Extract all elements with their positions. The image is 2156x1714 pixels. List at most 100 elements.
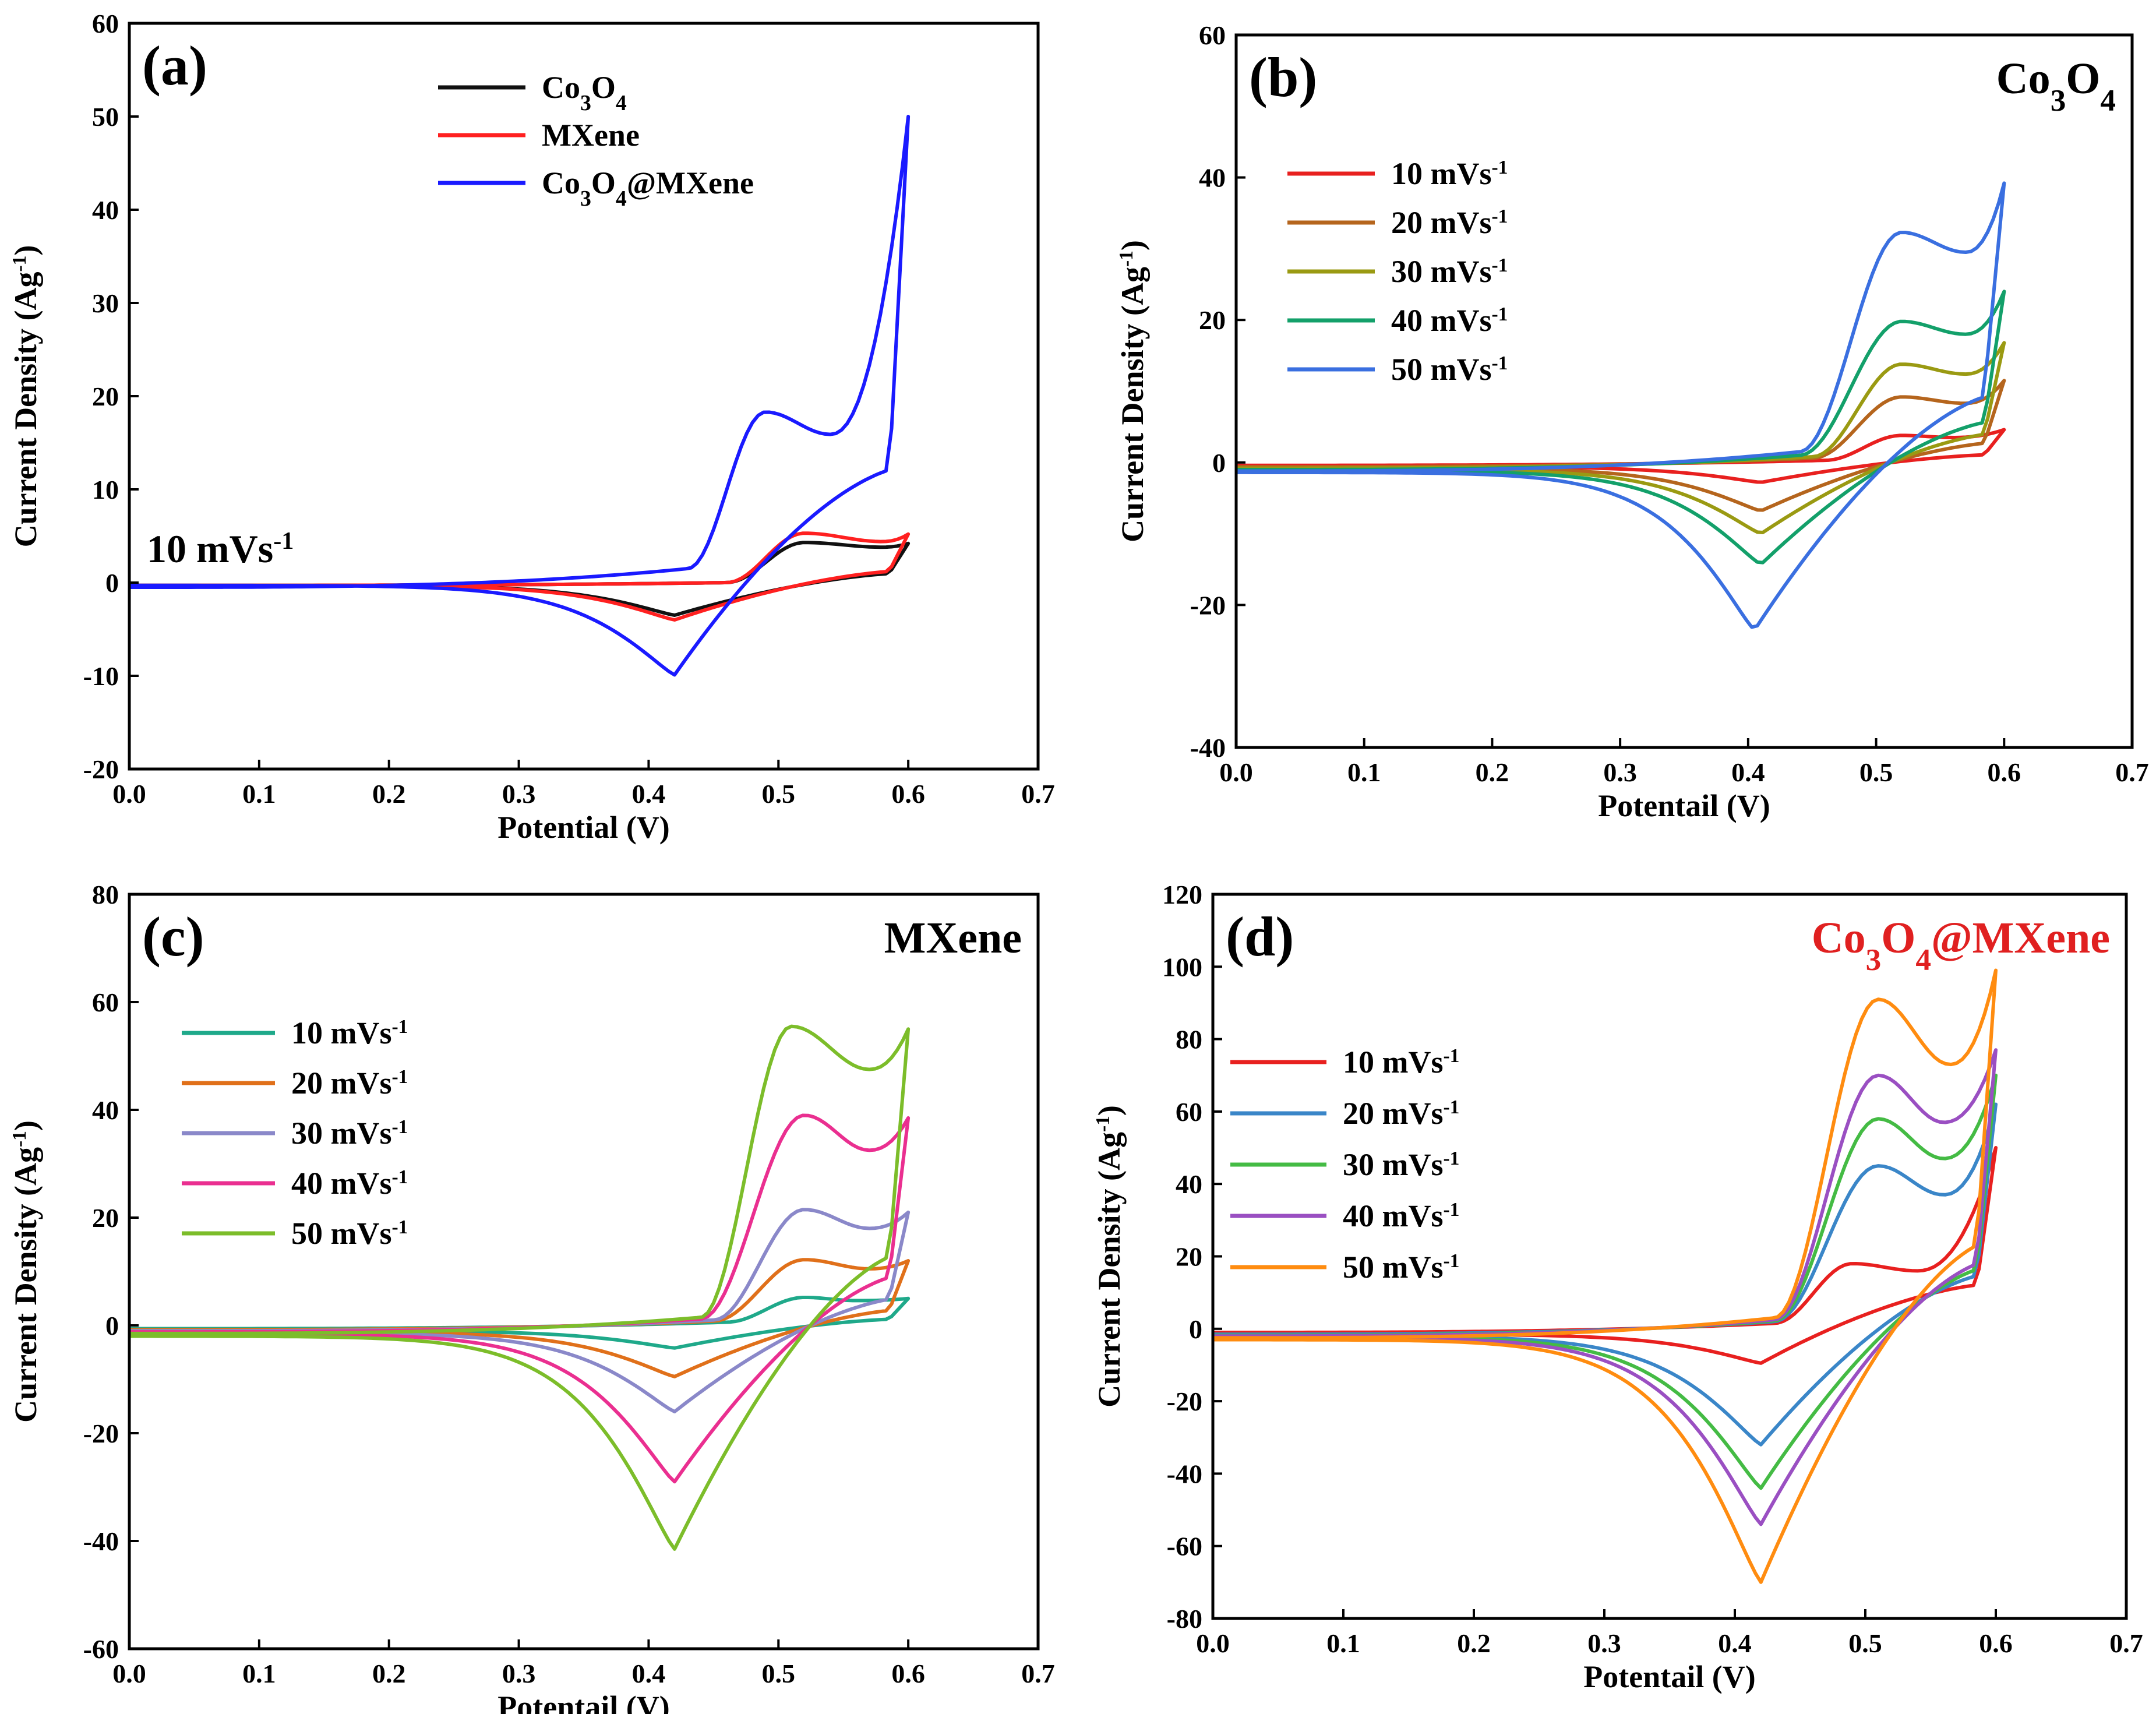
x-tick-label: 0.5 [762,779,796,809]
y-tick-label: -40 [1167,1459,1202,1489]
y-tick-label: 0 [1189,1314,1202,1344]
y-tick-label: 10 [92,475,119,505]
y-axis-title: Current Density (Ag-1) [1092,1105,1127,1408]
label-part: O [1881,914,1915,962]
panel-c: 0.0 0.1 0.2 0.3 0.4 0.5 0.6 0.7 -60 -40 -20 0 20 40 60… [8,880,1055,1714]
x-tick-label: 0.5 [1859,757,1893,787]
panel-letter: (a) [142,34,207,97]
x-tick-label: 0.0 [1219,757,1253,787]
panel-letter: (b) [1249,46,1317,108]
label-part: MXene [884,914,1022,962]
rich-label: 20 mVs-1 [291,1066,408,1101]
x-tick-label: 0.1 [1326,1628,1360,1658]
x-tick-label: 0.4 [632,779,666,809]
rich-label: MXene [542,118,640,153]
label-part: 20 mVs [1343,1096,1444,1131]
y-tick-label: 0 [105,568,119,598]
scan-rate-label: 10 mVs-1 [147,527,294,571]
rich-label: 40 mVs-1 [291,1166,408,1201]
y-tick-label: 60 [92,988,119,1017]
label-part: 40 mVs [1343,1198,1444,1233]
y-axis-title-end: ) [8,245,43,256]
series-line-3 [1213,1073,1998,1490]
plot-area [1213,968,1998,1584]
y-axis-title-main: Current Density (Ag [8,1147,43,1423]
y-tick-label: -20 [1190,590,1226,620]
x-axis-title: Potentail (V) [497,1690,669,1714]
subscript: 4 [1915,943,1931,977]
label-part: 40 mVs [1391,303,1492,338]
x-axis-title: Potentail (V) [1583,1659,1755,1694]
label-part: Co [542,70,580,105]
x-tick-label: 0.0 [112,1659,146,1688]
x-tick-label: 0.7 [1021,779,1055,809]
rich-label: Co3O4@MXene [542,165,754,211]
x-tick-label: 0.7 [2115,757,2149,787]
y-tick-label: -60 [1167,1532,1202,1561]
rich-label: 10 mVs-1 [1391,156,1508,191]
rich-label: 10 mVs-1 [1343,1045,1459,1080]
y-tick-label: -40 [83,1526,119,1556]
y-axis-title-sup: -1 [1116,251,1137,267]
x-tick-label: 0.2 [1476,757,1509,787]
y-tick-label: 100 [1162,952,1202,982]
y-tick-label: 20 [1176,1242,1202,1272]
rich-label: Co3O4 [542,70,627,115]
y-tick-label: -80 [1167,1604,1202,1634]
label-part: O [591,165,616,200]
rich-label: Co3O4@MXene [1812,914,2110,977]
y-tick-label: 60 [1199,20,1226,50]
y-tick-label: -60 [83,1634,119,1664]
superscript: -1 [392,1016,408,1038]
x-tick-label: 0.3 [1587,1628,1621,1658]
superscript: -1 [1492,206,1508,227]
superscript: -1 [1444,1045,1460,1067]
y-axis-title: Current Density (Ag-1) [1115,240,1150,542]
label-part: 20 mVs [291,1066,392,1101]
scan-rate-value: 10 mVs [147,527,273,571]
label-part: 10 mVs [1343,1045,1444,1080]
superscript: -1 [1492,352,1508,374]
x-tick-label: 0.5 [1848,1628,1882,1658]
series-line-3 [129,1208,911,1413]
superscript: -1 [1444,1148,1460,1169]
y-axis-title-main: Current Density (Ag [1092,1132,1127,1408]
x-tick-label: 0.2 [1457,1628,1491,1658]
y-axis-title-main: Current Density (Ag [8,271,43,547]
label-part: @MXene [627,165,754,200]
x-tick-label: 0.2 [372,1659,406,1688]
superscript: -1 [392,1066,408,1088]
x-tick-label: 0.6 [891,1659,925,1688]
rich-label: 20 mVs-1 [1343,1096,1459,1131]
superscript: -1 [1444,1250,1460,1272]
y-axis-title: Current Density (Ag-1) [8,1120,43,1423]
rich-label: 20 mVs-1 [1391,205,1508,240]
plot-area [129,115,911,677]
panel-a: 0.0 0.1 0.2 0.3 0.4 0.5 0.6 0.7 -20 -10 0 10 20 30 40 5… [8,9,1055,845]
y-axis-title-sup: -1 [1092,1116,1114,1132]
subscript: 3 [1866,943,1882,977]
label-part: O [2066,54,2100,103]
x-axis-title: Potentail (V) [1598,788,1770,823]
y-tick-label: -20 [83,754,119,784]
label-part: O [591,70,616,105]
label-part: 20 mVs [1391,205,1492,240]
label-part: Co [542,165,580,200]
x-tick-label: 0.3 [1603,757,1637,787]
label-part: 50 mVs [1343,1250,1444,1285]
y-tick-label: 80 [92,880,119,909]
label-part: 10 mVs [291,1015,392,1050]
label-part: MXene [542,118,640,153]
series-line-2 [129,1258,911,1378]
label-part: 10 mVs [1391,156,1492,191]
y-tick-label: 0 [105,1311,119,1341]
label-part: 50 mVs [1391,352,1492,387]
label-part: 30 mVs [1343,1147,1444,1182]
subscript: 3 [580,186,591,211]
legend: 10 mVs-120 mVs-130 mVs-140 mVs-150 mVs-1 [1287,156,1508,387]
x-tick-label: 0.3 [502,1659,536,1688]
x-tick-label: 0.6 [891,779,925,809]
label-part: 50 mVs [291,1216,392,1251]
